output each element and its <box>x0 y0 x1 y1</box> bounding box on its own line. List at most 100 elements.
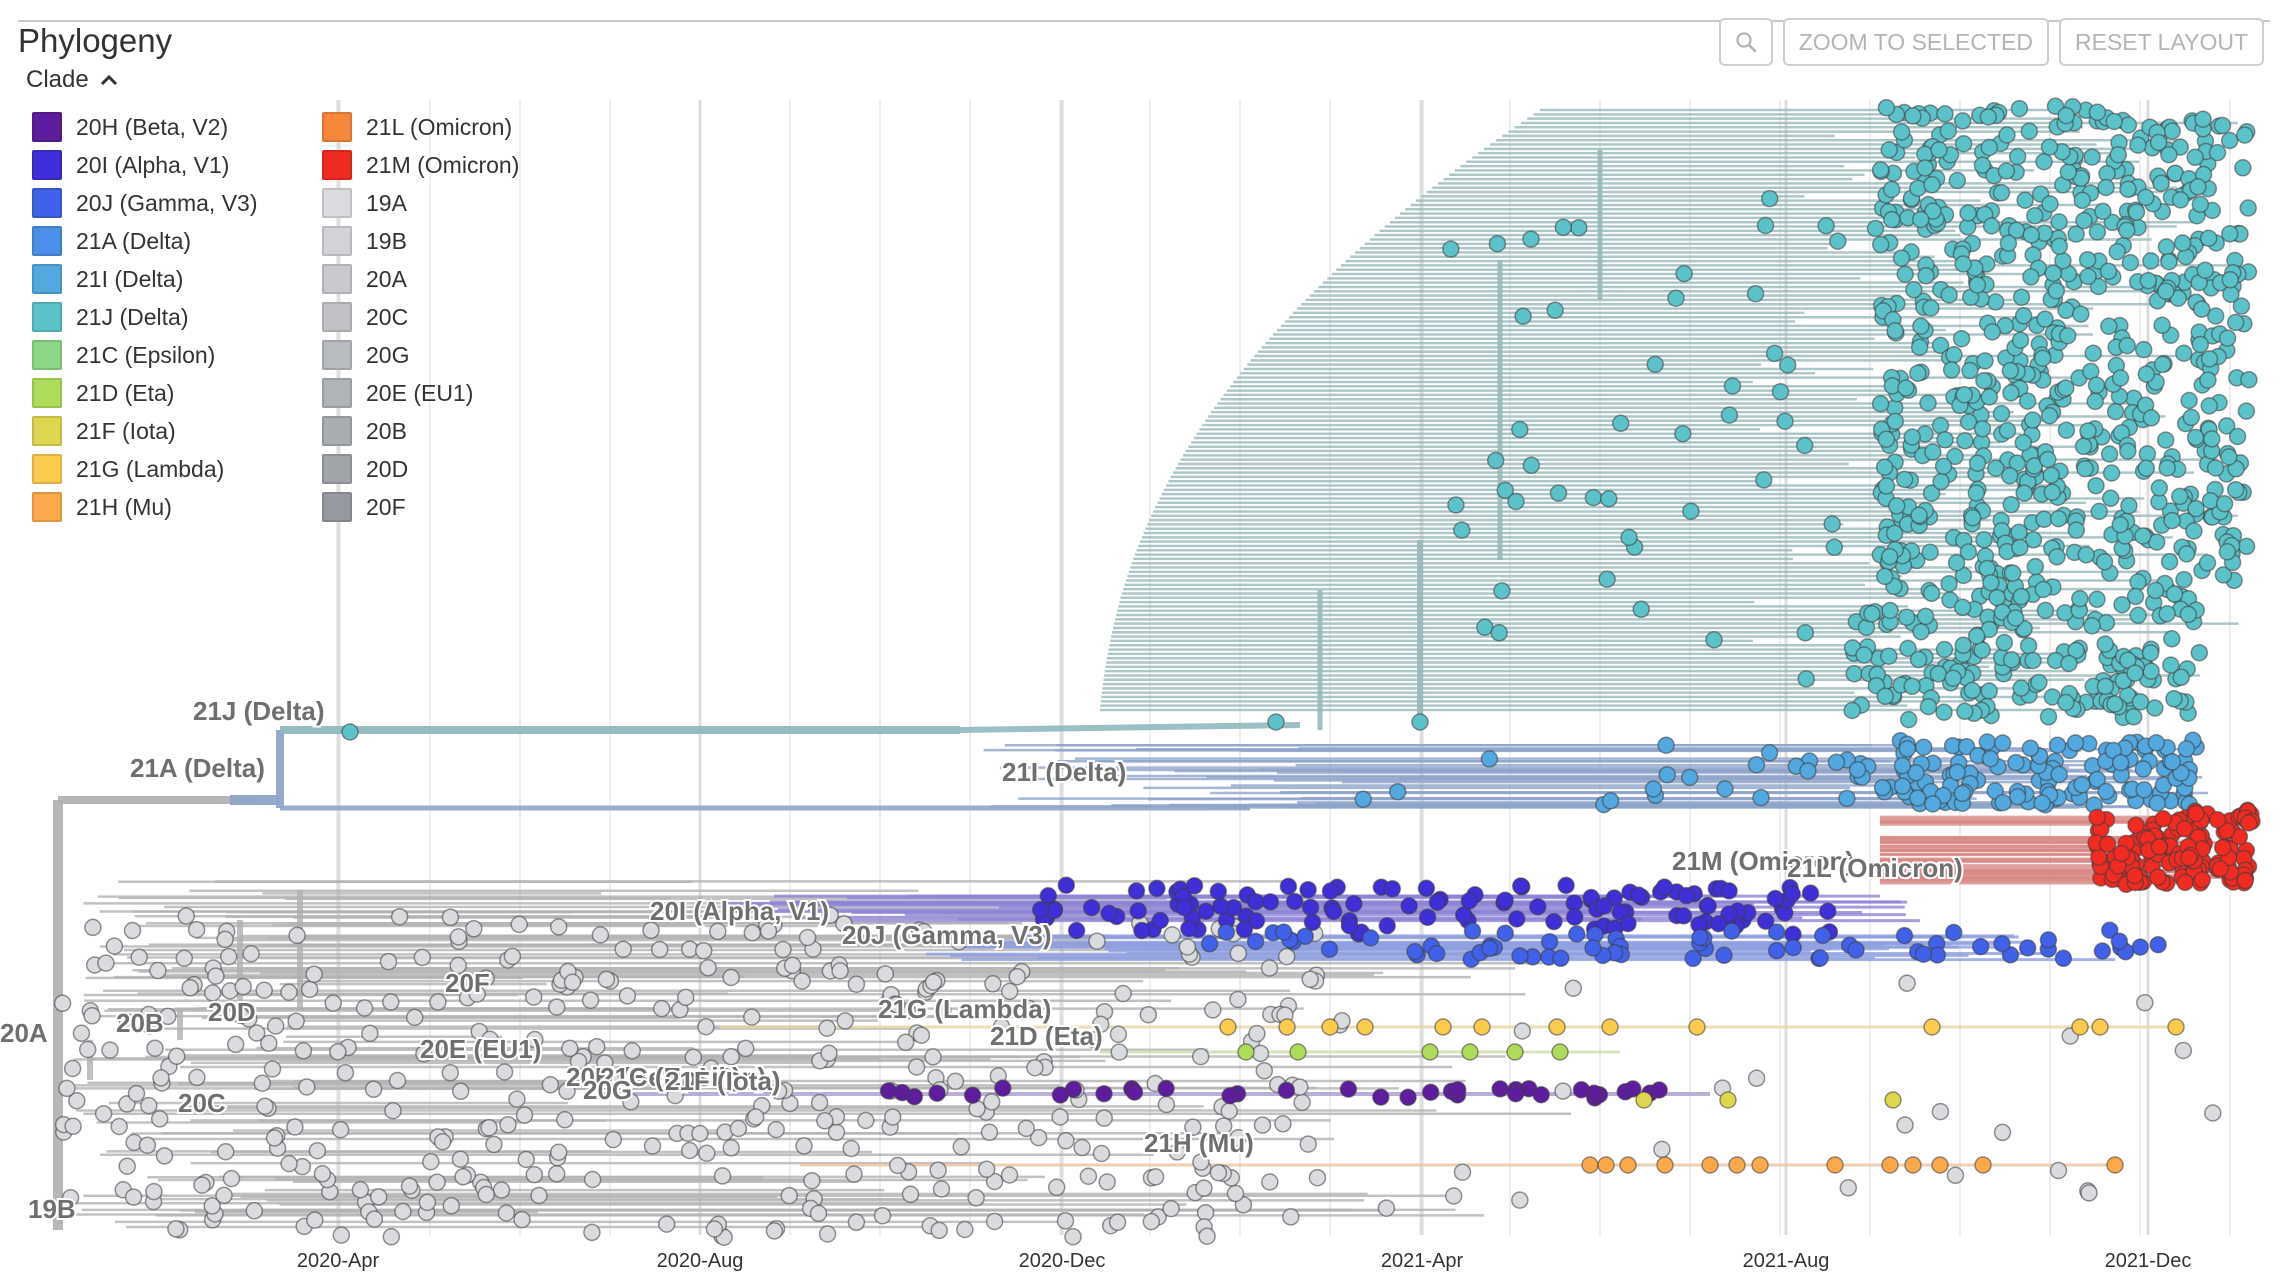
tree-tip[interactable] <box>1877 430 1896 448</box>
tree-tip[interactable] <box>1975 371 1993 390</box>
tree-tip[interactable] <box>1020 999 1039 1018</box>
tree-tip[interactable] <box>2165 690 2183 708</box>
tree-tip[interactable] <box>1677 886 1696 905</box>
tree-tip[interactable] <box>934 1002 952 1020</box>
tree-tip[interactable] <box>382 1228 401 1246</box>
tree-tip[interactable] <box>388 1071 407 1090</box>
tree-tip[interactable] <box>622 1092 640 1111</box>
tree-tip[interactable] <box>1601 792 1620 810</box>
tree-tip[interactable] <box>2177 545 2196 563</box>
tree-tip[interactable] <box>2066 734 2085 752</box>
tree-tip[interactable] <box>642 921 660 939</box>
tree-tip[interactable] <box>1506 1084 1525 1103</box>
tree-tip[interactable] <box>1896 1116 1914 1134</box>
tree-tip[interactable] <box>2240 814 2258 832</box>
tree-tip[interactable] <box>2043 483 2061 502</box>
tree-tip[interactable] <box>1978 559 1996 578</box>
tree-tip[interactable] <box>2146 581 2165 600</box>
tree-tip[interactable] <box>2142 662 2160 680</box>
tree-tip[interactable] <box>1847 941 1865 959</box>
tree-tip[interactable] <box>1855 646 1873 664</box>
tree-tip[interactable] <box>1463 922 1482 940</box>
tree-tip[interactable] <box>2220 448 2238 466</box>
tree-tip[interactable] <box>963 1086 982 1104</box>
tree-tip[interactable] <box>138 1136 157 1154</box>
tree-tip[interactable] <box>1299 1135 1317 1153</box>
tree-tip[interactable] <box>980 1123 999 1142</box>
tree-tip[interactable] <box>680 1141 699 1160</box>
tree-tip[interactable] <box>2194 110 2212 128</box>
tree-tip[interactable] <box>1372 1088 1390 1106</box>
tree-tip[interactable] <box>2058 326 2077 345</box>
tree-tip[interactable] <box>2014 433 2033 452</box>
tree-tip[interactable] <box>1308 1168 1327 1187</box>
tree-tip[interactable] <box>684 1048 703 1066</box>
tree-tip[interactable] <box>2040 407 2059 425</box>
tree-tip[interactable] <box>816 1112 834 1130</box>
tree-tip[interactable] <box>510 915 528 934</box>
tree-tip[interactable] <box>946 1072 965 1090</box>
tree-tip[interactable] <box>2154 810 2173 828</box>
tree-tip[interactable] <box>449 928 468 946</box>
tree-tip[interactable] <box>1799 762 1817 780</box>
tree-tip[interactable] <box>709 922 727 941</box>
tree-tip[interactable] <box>547 1165 566 1183</box>
tree-tip[interactable] <box>1522 230 1540 248</box>
tree-tip[interactable] <box>759 922 778 940</box>
tree-tip[interactable] <box>1968 276 1987 294</box>
tree-tip[interactable] <box>1421 1043 1439 1061</box>
tree-tip[interactable] <box>451 1082 470 1101</box>
tree-tip[interactable] <box>1619 1156 1637 1174</box>
tree-tip[interactable] <box>1548 1018 1566 1036</box>
tree-tip[interactable] <box>2186 428 2205 447</box>
tree-tip[interactable] <box>1073 1138 1091 1157</box>
tree-tip[interactable] <box>587 1037 606 1056</box>
tree-tip[interactable] <box>422 1152 440 1171</box>
tree-tip[interactable] <box>1919 697 1938 716</box>
tree-tip[interactable] <box>1151 911 1170 930</box>
tree-tip[interactable] <box>2232 297 2251 315</box>
tree-tip[interactable] <box>1778 356 1797 374</box>
tree-tip[interactable] <box>2001 467 2019 485</box>
tree-tip[interactable] <box>2035 152 2053 171</box>
tree-tip[interactable] <box>2049 509 2068 528</box>
tree-tip[interactable] <box>1442 240 1460 258</box>
tree-tip[interactable] <box>2174 1041 2193 1060</box>
tree-tip[interactable] <box>1064 1227 1082 1246</box>
tree-tip[interactable] <box>1838 789 1856 808</box>
tree-tip[interactable] <box>1552 949 1570 968</box>
tree-tip[interactable] <box>2221 270 2240 289</box>
tree-tip[interactable] <box>2022 268 2040 286</box>
tree-tip[interactable] <box>1877 477 1896 495</box>
tree-tip[interactable] <box>581 991 600 1009</box>
legend-item[interactable]: 20F <box>322 488 612 526</box>
tree-tip[interactable] <box>2131 693 2150 711</box>
tree-tip[interactable] <box>1771 382 1790 401</box>
tree-tip[interactable] <box>167 1047 186 1066</box>
tree-tip[interactable] <box>1345 894 1363 913</box>
tree-tip[interactable] <box>441 908 460 927</box>
tree-tip[interactable] <box>2199 229 2218 247</box>
tree-tip[interactable] <box>736 1039 755 1058</box>
tree-tip[interactable] <box>1948 171 1967 190</box>
tree-tip[interactable] <box>1936 430 1954 449</box>
tree-tip[interactable] <box>2015 484 2033 502</box>
tree-tip[interactable] <box>1728 1156 1746 1174</box>
tree-tip[interactable] <box>831 962 849 980</box>
tree-tip[interactable] <box>1400 897 1418 915</box>
tree-tip[interactable] <box>915 922 933 941</box>
tree-tip[interactable] <box>1399 1088 1417 1107</box>
tree-tip[interactable] <box>2033 349 2052 367</box>
tree-tip[interactable] <box>928 1084 946 1102</box>
tree-tip[interactable] <box>2100 445 2119 463</box>
tree-tip[interactable] <box>1493 582 1511 600</box>
tree-tip[interactable] <box>449 956 467 975</box>
tree-tip[interactable] <box>924 1048 942 1066</box>
tree-tip[interactable] <box>253 1074 272 1092</box>
tree-tip[interactable] <box>2129 136 2147 154</box>
tree-tip[interactable] <box>821 906 839 925</box>
tree-tip[interactable] <box>1899 639 1917 658</box>
tree-tip[interactable] <box>2067 521 2086 539</box>
tree-tip[interactable] <box>1142 1212 1161 1231</box>
tree-tip[interactable] <box>2111 753 2130 772</box>
